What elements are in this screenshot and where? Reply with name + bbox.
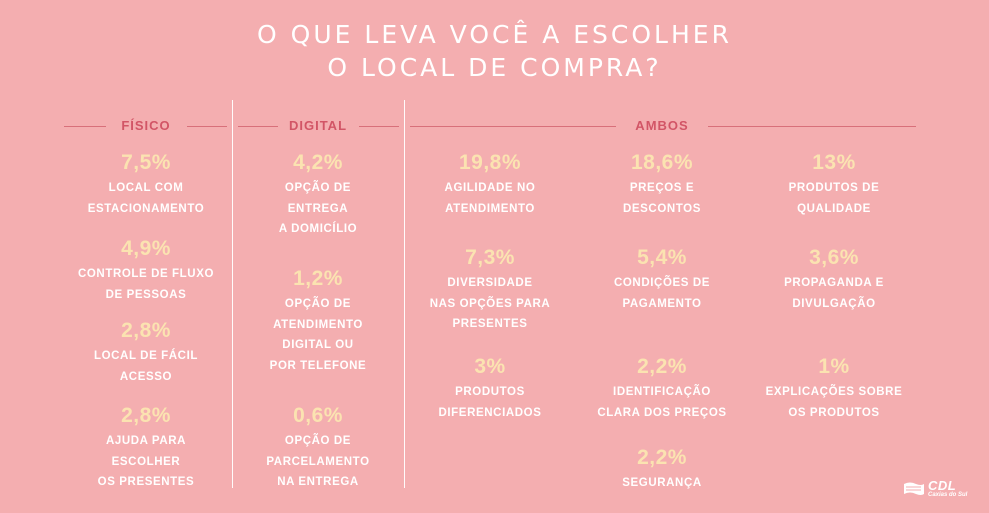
stat-label: LOCAL DE FÁCIL ACESSO xyxy=(93,350,199,383)
stat-value: 19,8% xyxy=(458,151,522,174)
stat-value: 3% xyxy=(474,355,506,378)
title-line-2: O LOCAL DE COMPRA? xyxy=(327,53,662,82)
stat-value: 2,8% xyxy=(121,404,171,427)
stat-local-de-facil-acesso: 2,8% LOCAL DE FÁCIL ACESSO xyxy=(46,319,246,387)
cdl-logo-name: CDL xyxy=(928,478,957,493)
section-label-digital: DIGITAL xyxy=(288,118,348,133)
stat-label: PREÇOS E DESCONTOS xyxy=(622,182,702,215)
stat-label: OPÇÃO DE PARCELAMENTO NA ENTREGA xyxy=(266,435,370,488)
stat-condicoes-de-pagamento: 5,4% CONDIÇÕES DE PAGAMENTO xyxy=(562,246,762,314)
section-label-fisico: FÍSICO xyxy=(121,118,171,133)
stat-value: 13% xyxy=(812,151,856,174)
stat-produtos-diferenciados: 3% PRODUTOS DIFERENCIADOS xyxy=(390,355,590,423)
stat-atendimento-digital: 1,2% OPÇÃO DE ATENDIMENTO DIGITAL OU POR… xyxy=(218,267,418,376)
stat-value: 0,6% xyxy=(293,404,343,427)
stat-label: DIVERSIDADE NAS OPÇÕES PARA PRESENTES xyxy=(429,277,551,330)
digital-rule-left xyxy=(238,126,278,127)
stat-label: CONDIÇÕES DE PAGAMENTO xyxy=(613,277,711,310)
stat-entrega-a-domicilio: 4,2% OPÇÃO DE ENTREGA A DOMICÍLIO xyxy=(218,151,418,240)
stat-propaganda-e-divulgacao: 3,6% PROPAGANDA E DIVULGAÇÃO xyxy=(734,246,934,314)
stat-controle-de-fluxo: 4,9% CONTROLE DE FLUXO DE PESSOAS xyxy=(46,237,246,305)
stat-ajuda-para-escolher: 2,8% AJUDA PARA ESCOLHER OS PRESENTES xyxy=(46,404,246,493)
stat-label: AGILIDADE NO ATENDIMENTO xyxy=(444,182,536,215)
stat-identificacao-dos-precos: 2,2% IDENTIFICAÇÃO CLARA DOS PREÇOS xyxy=(562,355,762,423)
stat-value: 2,2% xyxy=(637,446,687,469)
title-line-1: O QUE LEVA VOCÊ A ESCOLHER xyxy=(257,20,732,49)
stat-seguranca: 2,2% SEGURANÇA xyxy=(562,446,762,494)
stat-agilidade-no-atendimento: 19,8% AGILIDADE NO ATENDIMENTO xyxy=(390,151,590,219)
stat-label: SEGURANÇA xyxy=(622,477,702,489)
stat-label: CONTROLE DE FLUXO DE PESSOAS xyxy=(77,268,215,301)
stat-produtos-de-qualidade: 13% PRODUTOS DE QUALIDADE xyxy=(734,151,934,219)
fisico-rule-right xyxy=(187,126,227,127)
stat-value: 18,6% xyxy=(630,151,694,174)
stat-local-com-estacionamento: 7,5% LOCAL COM ESTACIONAMENTO xyxy=(46,151,246,219)
stat-value: 7,5% xyxy=(121,151,171,174)
stat-explicacoes-sobre-produtos: 1% EXPLICAÇÕES SOBRE OS PRODUTOS xyxy=(734,355,934,423)
cdl-logo-subtitle: Caxias do Sul xyxy=(928,492,968,498)
stat-label: PRODUTOS DE QUALIDADE xyxy=(788,182,880,215)
divider-digital-ambos xyxy=(404,100,405,488)
stat-label: LOCAL COM ESTACIONAMENTO xyxy=(87,182,205,215)
stat-label: OPÇÃO DE ATENDIMENTO DIGITAL OU POR TELE… xyxy=(269,298,367,372)
stat-diversidade-nas-opcoes: 7,3% DIVERSIDADE NAS OPÇÕES PARA PRESENT… xyxy=(390,246,590,335)
ambos-rule-right xyxy=(708,126,916,127)
stat-label: PRODUTOS DIFERENCIADOS xyxy=(438,386,542,419)
stat-value: 2,8% xyxy=(121,319,171,342)
stat-value: 7,3% xyxy=(465,246,515,269)
section-label-ambos: AMBOS xyxy=(635,118,689,133)
stat-label: IDENTIFICAÇÃO CLARA DOS PREÇOS xyxy=(597,386,727,419)
cdl-logo-icon xyxy=(904,482,924,495)
stat-label: PROPAGANDA E DIVULGAÇÃO xyxy=(784,277,884,310)
stat-parcelamento-na-entrega: 0,6% OPÇÃO DE PARCELAMENTO NA ENTREGA xyxy=(218,404,418,493)
stat-value: 1% xyxy=(818,355,850,378)
page-title: O QUE LEVA VOCÊ A ESCOLHER O LOCAL DE CO… xyxy=(0,18,989,84)
ambos-rule-left xyxy=(410,126,616,127)
fisico-rule-left xyxy=(64,126,106,127)
stat-value: 1,2% xyxy=(293,267,343,290)
stat-value: 2,2% xyxy=(637,355,687,378)
stat-value: 4,9% xyxy=(121,237,171,260)
stat-value: 3,6% xyxy=(809,246,859,269)
stat-label: EXPLICAÇÕES SOBRE OS PRODUTOS xyxy=(765,386,903,419)
stat-value: 5,4% xyxy=(637,246,687,269)
stat-label: OPÇÃO DE ENTREGA A DOMICÍLIO xyxy=(278,182,358,235)
stat-precos-e-descontos: 18,6% PREÇOS E DESCONTOS xyxy=(562,151,762,219)
digital-rule-right xyxy=(359,126,399,127)
stat-label: AJUDA PARA ESCOLHER OS PRESENTES xyxy=(97,435,195,488)
stat-value: 4,2% xyxy=(293,151,343,174)
divider-fisico-digital xyxy=(232,100,233,488)
cdl-logo: CDL Caxias do Sul xyxy=(903,477,975,503)
